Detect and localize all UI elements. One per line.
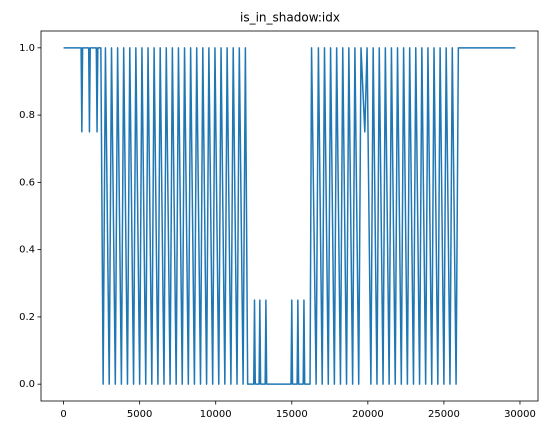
axes-frame <box>40 30 539 402</box>
y-tick-label: 0.0 <box>19 379 35 390</box>
x-tick-label: 30000 <box>504 409 536 420</box>
y-tick-label: 1.0 <box>19 43 35 54</box>
chart-title: is_in_shadow:idx <box>240 11 340 25</box>
x-tick-label: 5000 <box>127 409 152 420</box>
y-tick-label: 0.6 <box>19 177 35 188</box>
x-tick-label: 25000 <box>428 409 460 420</box>
x-tick-label: 20000 <box>352 409 384 420</box>
y-tick-label: 0.2 <box>19 312 35 323</box>
y-tick-label: 0.8 <box>19 110 35 121</box>
x-tick-label: 0 <box>60 409 66 420</box>
y-tick-label: 0.4 <box>19 245 35 256</box>
x-tick-label: 15000 <box>276 409 308 420</box>
x-tick-label: 10000 <box>200 409 232 420</box>
data-line <box>63 47 516 385</box>
